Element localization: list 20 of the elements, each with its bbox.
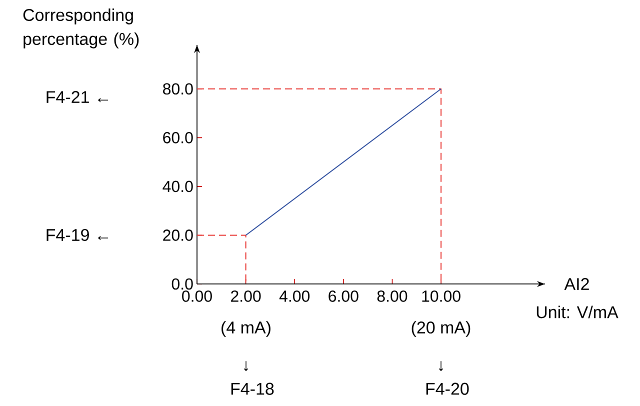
y-tick-label: 40.0 [162,180,193,192]
text: ↓ F4-18 [231,361,274,395]
text: Unit: V/mA [536,306,618,318]
y-tick-label: 80.0 [163,83,193,95]
y-tick-label: 60.0 [163,132,193,144]
text: (4 mA) [222,321,270,337]
x-tick-label: 6.00 [328,290,358,302]
x-tick-label: 8.00 [377,290,408,302]
text: (20 mA) [412,321,470,337]
y-axis-title: Corresponding percentage (%) [23,8,139,48]
text: F4-19 ← [46,228,108,242]
x-tick-label: 10.00 [422,290,460,302]
text: F4-21 ← [46,91,108,103]
x-tick-label: 4.00 [279,290,310,302]
y-tick-label: 0.0 [172,278,193,290]
x-tick-label: 0.00 [182,290,212,302]
x-tick-label: 2.00 [231,290,261,302]
x-axis-title: AI2 [564,278,589,290]
y-tick-label: 20.0 [163,230,193,241]
text: ↓ F4-20 [426,361,469,395]
